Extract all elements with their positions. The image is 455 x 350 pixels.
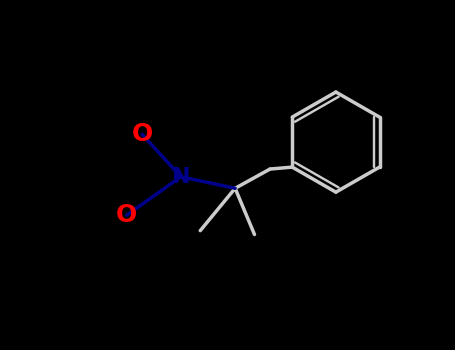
Text: O: O [116,203,137,227]
Text: N: N [172,167,190,187]
Text: O: O [131,122,153,146]
